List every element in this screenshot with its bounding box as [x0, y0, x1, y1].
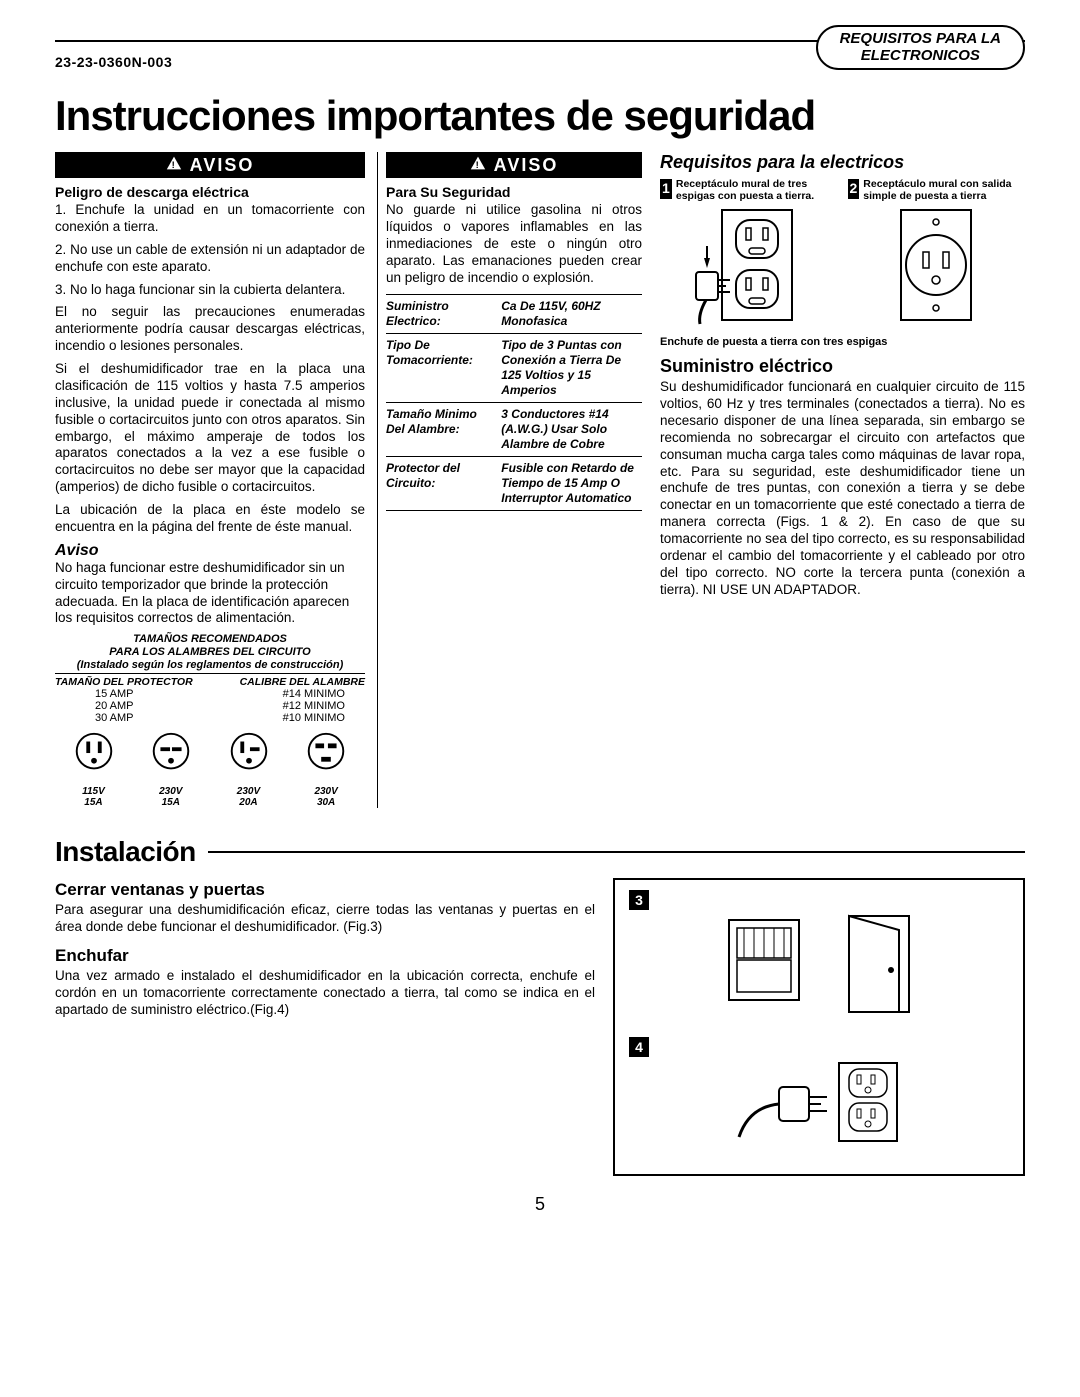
- fig3-num: 3: [629, 890, 649, 910]
- main-title: Instrucciones importantes de seguridad: [55, 92, 1025, 140]
- pill-line1: REQUISITOS PARA LA: [840, 31, 1001, 48]
- aviso-label: AVISO: [494, 155, 559, 176]
- wire-header: TAMAÑO DEL PROTECTOR CALIBRE DEL ALAMBRE: [55, 673, 365, 688]
- outlet-fig-1: 1 Receptáculo mural de tres espigas con …: [660, 179, 838, 330]
- aviso-bar-left: ! AVISO: [55, 152, 365, 178]
- under-caption: Enchufe de puesta a tierra con tres espi…: [660, 336, 1025, 348]
- wire-t3: (Instalado según los reglamentos de cons…: [55, 659, 365, 672]
- fig2-cap: Receptáculo mural con salida simple de p…: [863, 179, 1025, 202]
- warning-icon: !: [470, 155, 486, 176]
- hr: [208, 851, 1025, 853]
- wire-title: TAMAÑOS RECOMENDADOS PARA LOS ALAMBRES D…: [55, 633, 365, 671]
- plug-lbl: 115V15A: [82, 787, 105, 808]
- left-p4: El no seguir las precauciones enumeradas…: [55, 304, 365, 355]
- wire-hdr-r: CALIBRE DEL ALAMBRE: [240, 676, 365, 688]
- pill-line2: ELECTRONICOS: [840, 48, 1001, 65]
- wire-t1: TAMAÑOS RECOMENDADOS: [55, 633, 365, 646]
- outlet-fig-2: 2 Receptáculo mural con salida simple de…: [848, 179, 1026, 330]
- left-p2: 2. No use un cable de extensión ni un ad…: [55, 242, 365, 276]
- window-door-icon: [629, 910, 1009, 1023]
- left-p3: 3. No lo haga funcionar sin la cubierta …: [55, 282, 365, 299]
- warning-icon: !: [166, 155, 182, 176]
- install-title: Instalación: [55, 836, 196, 868]
- aviso-label: AVISO: [190, 155, 255, 176]
- fig2-num: 2: [848, 179, 860, 199]
- install-figs: 3: [613, 878, 1025, 1176]
- mid-heading: Para Su Seguridad: [386, 184, 642, 200]
- left-heading: Peligro de descarga eléctrica: [55, 184, 365, 200]
- outlet-cap-1: 1 Receptáculo mural de tres espigas con …: [660, 179, 838, 202]
- install-h2: Enchufar: [55, 946, 595, 966]
- plug-outlet-icon: [629, 1057, 1009, 1150]
- page: REQUISITOS PARA LA ELECTRONICOS 23-23-03…: [0, 0, 1080, 1245]
- spec-row: Suministro Electrico:Ca De 115V, 60HZ Mo…: [386, 295, 642, 334]
- install-text: Cerrar ventanas y puertas Para asegurar …: [55, 878, 595, 1176]
- install-h1: Cerrar ventanas y puertas: [55, 880, 595, 900]
- left-p1: 1. Enchufe la unidad en un tomacorriente…: [55, 202, 365, 236]
- outlet-cap-2: 2 Receptáculo mural con salida simple de…: [848, 179, 1026, 202]
- aviso-bar-mid: ! AVISO: [386, 152, 642, 178]
- left-p6: La ubicación de la placa en éste modelo …: [55, 502, 365, 536]
- plug-icon: [225, 730, 273, 781]
- fig4-num: 4: [629, 1037, 649, 1057]
- right-title: Requisitos para la electricos: [660, 152, 1025, 173]
- plug-lbl: 230V15A: [159, 787, 182, 808]
- install-p1: Para asegurar una deshumidificación efic…: [55, 902, 595, 936]
- plug-icon: [147, 730, 195, 781]
- fig4: 4: [629, 1037, 1009, 1150]
- outlet-double-icon: [660, 206, 838, 326]
- outlet-figs: 1 Receptáculo mural de tres espigas con …: [660, 179, 1025, 330]
- fig1-cap: Receptáculo mural de tres espigas con pu…: [676, 179, 838, 202]
- wire-row: 20 AMP#12 MINIMO: [55, 700, 365, 712]
- install-title-row: Instalación: [55, 836, 1025, 868]
- top-rule: REQUISITOS PARA LA ELECTRONICOS: [55, 40, 1025, 42]
- header-pill: REQUISITOS PARA LA ELECTRONICOS: [816, 25, 1025, 70]
- svg-text:!: !: [171, 160, 176, 171]
- install-wrap: Cerrar ventanas y puertas Para asegurar …: [55, 878, 1025, 1176]
- page-number: 5: [55, 1194, 1025, 1215]
- aviso-sub: Aviso: [55, 542, 365, 560]
- plug-labels: 115V15A 230V15A 230V20A 230V30A: [55, 787, 365, 808]
- plug-icon: [70, 730, 118, 781]
- plug-lbl: 230V20A: [237, 787, 260, 808]
- column-left: ! AVISO Peligro de descarga eléctrica 1.…: [55, 152, 365, 808]
- plug-icon: [302, 730, 350, 781]
- left-p5: Si el deshumidificador trae en la placa …: [55, 361, 365, 496]
- column-mid: ! AVISO Para Su Seguridad No guarde ni u…: [377, 152, 642, 808]
- install-p2: Una vez armado e instalado el deshumidif…: [55, 968, 595, 1019]
- supply-p: Su deshumidificador funcionará en cualqu…: [660, 379, 1025, 598]
- mid-p1: No guarde ni utilice gasolina ni otros l…: [386, 202, 642, 286]
- spec-row: Protector del Circuito:Fusible con Retar…: [386, 457, 642, 510]
- wire-hdr-l: TAMAÑO DEL PROTECTOR: [55, 676, 193, 688]
- three-columns: ! AVISO Peligro de descarga eléctrica 1.…: [55, 152, 1025, 808]
- outlet-single-icon: [848, 206, 1026, 326]
- svg-text:!: !: [475, 160, 480, 171]
- column-right: Requisitos para la electricos 1 Receptác…: [654, 152, 1025, 808]
- wire-row: 15 AMP#14 MINIMO: [55, 688, 365, 700]
- plug-row: [55, 730, 365, 781]
- spec-row: Tipo De Tomacorriente:Tipo de 3 Puntas c…: [386, 334, 642, 403]
- plug-lbl: 230V30A: [314, 787, 337, 808]
- left-p7: No haga funcionar estre deshumidificador…: [55, 560, 365, 628]
- fig1-num: 1: [660, 179, 672, 199]
- spec-block: Suministro Electrico:Ca De 115V, 60HZ Mo…: [386, 294, 642, 511]
- fig3: 3: [629, 890, 1009, 1023]
- wire-row: 30 AMP#10 MINIMO: [55, 712, 365, 724]
- wire-t2: PARA LOS ALAMBRES DEL CIRCUITO: [55, 646, 365, 659]
- spec-row: Tamaño Minimo Del Alambre:3 Conductores …: [386, 403, 642, 457]
- wire-rows: 15 AMP#14 MINIMO 20 AMP#12 MINIMO 30 AMP…: [55, 688, 365, 724]
- supply-heading: Suministro eléctrico: [660, 356, 1025, 377]
